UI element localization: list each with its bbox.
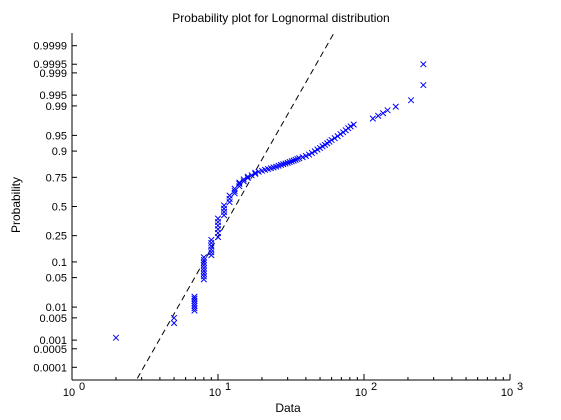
data-point	[280, 161, 287, 168]
data-point	[407, 97, 415, 104]
data-point	[420, 81, 427, 89]
y-tick-label: 0.5	[52, 202, 67, 214]
x-tick-labels: 10 0 10 1 10 2 10 3	[63, 381, 523, 399]
fit-line-group	[136, 32, 335, 379]
data-point	[286, 158, 293, 166]
x-tick-label: 10	[355, 387, 367, 399]
chart-title: Probability plot for Lognormal distribut…	[172, 11, 389, 25]
data-point	[350, 121, 357, 128]
data-point	[170, 314, 178, 322]
y-tick-label: 0.9999	[33, 41, 67, 53]
y-tick-label: 0.999	[39, 68, 67, 80]
data-point	[328, 136, 335, 144]
data-point	[200, 276, 208, 283]
data-point	[191, 300, 198, 307]
data-point	[379, 110, 387, 117]
data-point	[191, 302, 198, 309]
data-point	[208, 236, 215, 244]
data-point	[290, 157, 297, 164]
x-axis-label: Data	[275, 401, 301, 415]
y-tick-label: 0.1	[52, 257, 67, 269]
y-tick-label: 0.95	[46, 130, 67, 142]
data-point	[214, 215, 222, 222]
data-point	[231, 185, 238, 192]
data-point	[208, 239, 215, 247]
data-point	[170, 319, 178, 327]
data-point	[191, 305, 198, 312]
data-point	[299, 154, 306, 161]
x-tick-label: 10	[501, 387, 513, 399]
data-point	[231, 190, 238, 197]
data-point	[240, 176, 247, 183]
data-point	[191, 295, 198, 302]
data-point	[347, 123, 354, 130]
data-points	[112, 61, 427, 341]
data-point	[305, 151, 313, 158]
x-tick-label: 10	[63, 387, 75, 399]
data-point	[311, 148, 318, 155]
data-point	[252, 169, 259, 176]
y-tick-label: 0.0005	[33, 344, 67, 356]
y-tick-label: 0.75	[46, 172, 67, 184]
data-point	[200, 267, 208, 275]
data-point	[374, 112, 382, 119]
data-point	[220, 202, 228, 209]
data-point	[337, 130, 344, 138]
y-tick-label: 0.99	[46, 101, 67, 113]
data-point	[200, 273, 208, 280]
y-axis-label: Probability	[9, 177, 23, 233]
data-point	[208, 249, 215, 256]
tick-marks	[71, 45, 511, 380]
x-tick-exponent: 3	[517, 381, 523, 393]
data-point	[308, 149, 316, 157]
data-point	[252, 170, 259, 177]
data-point	[208, 242, 215, 250]
data-point	[248, 172, 255, 179]
data-point	[384, 107, 391, 114]
data-point	[420, 61, 427, 68]
data-point	[112, 334, 120, 341]
data-point	[208, 252, 215, 259]
data-point	[200, 262, 208, 269]
x-tick-exponent: 1	[225, 381, 231, 393]
data-point	[392, 103, 399, 110]
data-point	[294, 155, 301, 163]
x-tick-label: 10	[209, 387, 221, 399]
data-point	[200, 259, 208, 266]
data-point	[244, 173, 251, 180]
x-tick-exponent: 0	[79, 381, 85, 393]
data-point	[200, 270, 208, 277]
data-point	[277, 161, 285, 169]
y-tick-label: 0.25	[46, 231, 67, 243]
data-point	[282, 160, 289, 167]
data-point	[200, 264, 208, 272]
data-point	[191, 307, 198, 314]
data-point	[244, 174, 251, 182]
data-point	[226, 192, 233, 199]
y-tick-label: 0.995	[39, 90, 67, 102]
fit-line	[136, 32, 335, 379]
data-point	[231, 187, 238, 195]
y-tick-label: 0.9	[52, 146, 67, 158]
data-point	[292, 156, 299, 163]
y-tick-label: 0.0001	[33, 362, 67, 374]
data-point	[288, 158, 295, 165]
data-point	[200, 254, 208, 261]
data-point	[331, 135, 338, 142]
y-tick-label: 0.001	[39, 335, 67, 347]
y-tick-label: 0.05	[46, 273, 67, 285]
y-tick-label: 0.01	[46, 302, 67, 314]
data-point	[191, 293, 198, 300]
data-point	[296, 155, 303, 162]
y-tick-label: 0.9995	[33, 59, 67, 71]
data-point	[284, 159, 291, 166]
data-point	[236, 179, 243, 186]
data-point	[200, 256, 208, 264]
data-point	[369, 115, 377, 122]
axes	[71, 33, 510, 381]
y-tick-label: 0.005	[39, 313, 67, 325]
x-tick-exponent: 2	[371, 381, 377, 393]
